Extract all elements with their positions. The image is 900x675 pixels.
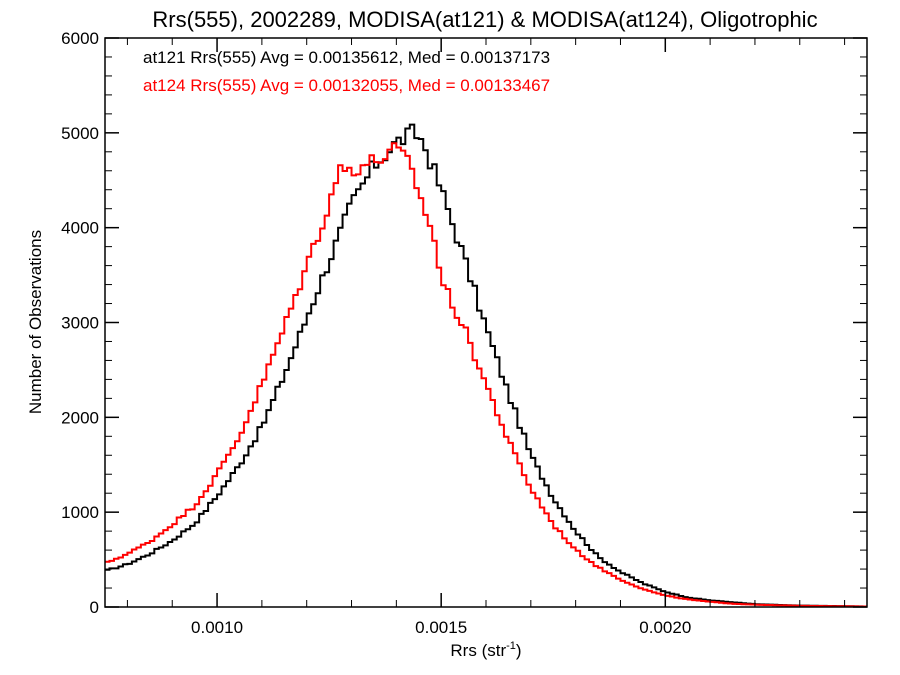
y-axis: 0 1000 2000 3000 4000 5000 6000 <box>61 29 867 617</box>
y-axis-label: Number of Observations <box>26 230 45 414</box>
y-tick-label: 2000 <box>61 408 99 427</box>
legend-entry-2: at124 Rrs(555) Avg = 0.00132055, Med = 0… <box>143 76 550 95</box>
series-line-2 <box>105 142 867 608</box>
x-axis: 0.0010 0.0015 0.0020 <box>126 38 846 637</box>
x-tick-label: 0.0010 <box>191 618 243 637</box>
chart-title: Rrs(555), 2002289, MODISA(at121) & MODIS… <box>152 7 817 32</box>
x-axis-label: Rrs (str-1) <box>450 640 521 660</box>
legend-entry-1: at121 Rrs(555) Avg = 0.00135612, Med = 0… <box>143 48 550 67</box>
y-tick-label: 0 <box>90 598 99 617</box>
y-tick-label: 1000 <box>61 503 99 522</box>
y-tick-label: 3000 <box>61 314 99 333</box>
series-line-1 <box>105 123 867 608</box>
legend: at121 Rrs(555) Avg = 0.00135612, Med = 0… <box>143 48 550 95</box>
x-tick-label: 0.0020 <box>639 618 691 637</box>
x-tick-label: 0.0015 <box>415 618 467 637</box>
y-tick-label: 4000 <box>61 219 99 238</box>
series-layer <box>105 123 867 608</box>
y-tick-label: 6000 <box>61 29 99 48</box>
y-tick-label: 5000 <box>61 124 99 143</box>
